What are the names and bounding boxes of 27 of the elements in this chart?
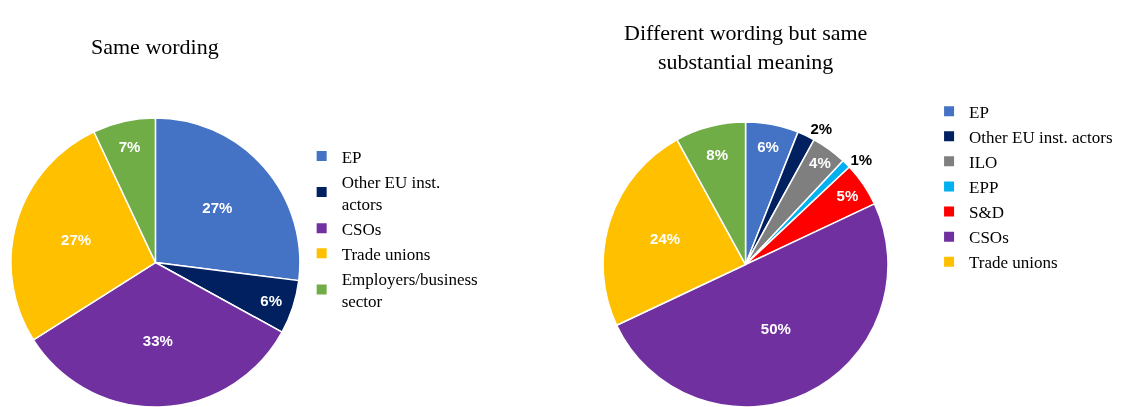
data-label: 8% <box>706 145 729 163</box>
data-label: 7% <box>118 138 141 156</box>
data-label: 24% <box>650 229 681 247</box>
data-label: 1% <box>850 151 873 169</box>
legend-label: Trade unions <box>341 244 431 264</box>
legend-label: Other EU inst. actors <box>969 127 1113 147</box>
legend-label: EP <box>969 102 989 122</box>
chart-title: Different wording but same substantial meaning <box>624 20 868 74</box>
legend-label: CSOs <box>969 228 1009 248</box>
data-label: 5% <box>836 186 859 204</box>
legend-label: S&D <box>969 203 1005 223</box>
data-label: 6% <box>757 138 779 156</box>
data-label: 2% <box>810 120 833 138</box>
data-label: 4% <box>809 153 831 171</box>
legend-label: CSOs <box>341 219 382 239</box>
legend-label: ILO <box>969 152 998 172</box>
data-label: 33% <box>142 331 173 349</box>
legend-label: EP <box>341 147 362 167</box>
data-label: 27% <box>202 199 233 217</box>
legend-label: Employers/business sector <box>341 270 478 312</box>
data-label: 50% <box>760 320 791 338</box>
data-label: 27% <box>61 230 92 248</box>
legend-label: Other EU inst. actors <box>341 172 441 214</box>
legend-label: EPP <box>969 178 999 198</box>
data-label: 6% <box>260 291 282 309</box>
chart-title: Same wording <box>91 34 219 59</box>
legend-label: Trade unions <box>969 253 1058 273</box>
